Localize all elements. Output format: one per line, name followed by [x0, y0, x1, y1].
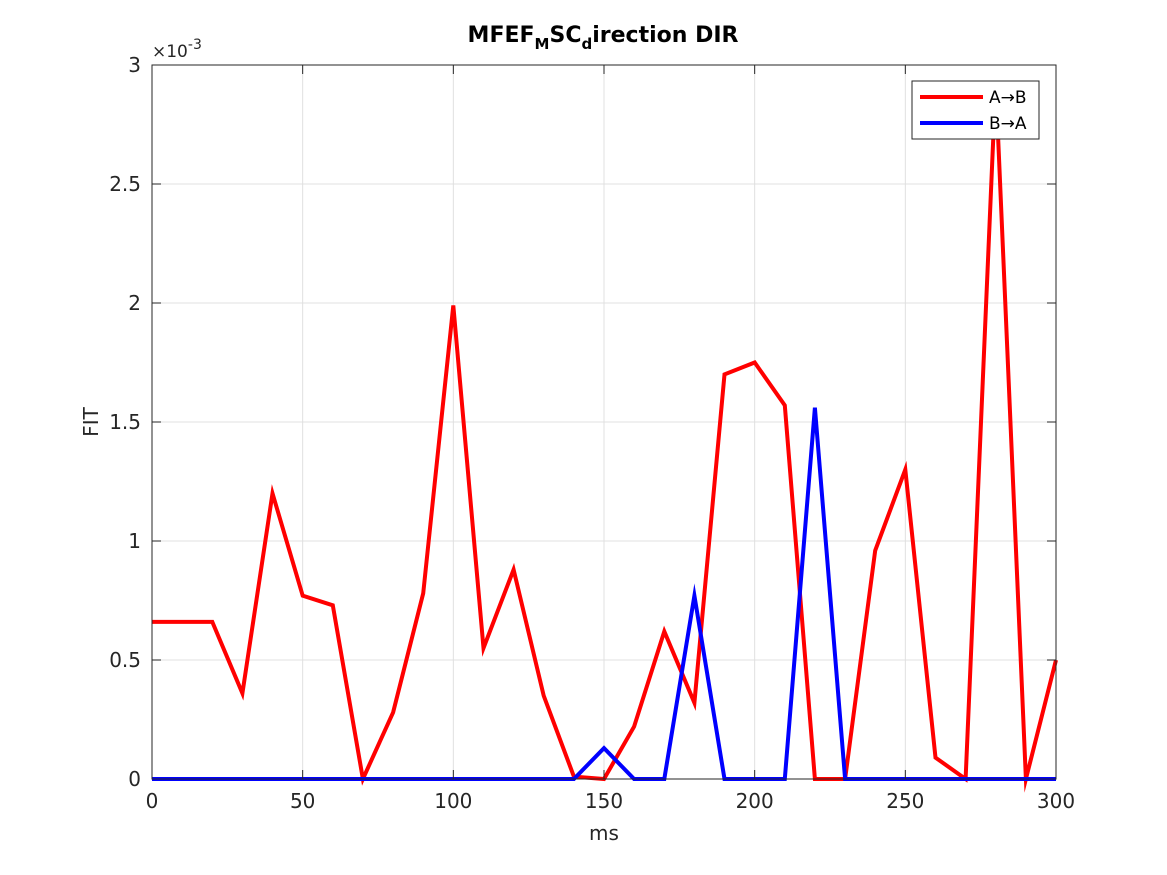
y-tick-label: 2	[128, 291, 141, 315]
x-axis-label: ms	[589, 821, 619, 845]
x-tick-label: 50	[290, 789, 315, 813]
legend-label-b-to-a: B→A	[989, 114, 1027, 134]
x-tick-label: 150	[585, 789, 623, 813]
legend-box	[911, 80, 1040, 140]
y-tick-label: 3	[128, 53, 141, 77]
x-tick-label: 300	[1037, 789, 1075, 813]
y-axis-multiplier-exponent: -3	[188, 37, 202, 53]
y-tick-label: 2.5	[109, 172, 141, 196]
x-tick-label: 100	[434, 789, 472, 813]
y-tick-label: 0.5	[109, 648, 141, 672]
legend-label-a-to-b: A→B	[989, 88, 1027, 108]
y-axis: 0 0.5 1 1.5 2 2.5 3	[109, 53, 1056, 791]
legend: A→B B→A	[911, 80, 1040, 140]
x-tick-label: 0	[146, 789, 159, 813]
y-tick-label: 0	[128, 767, 141, 791]
x-axis: 0 50 100 150 200 250 300	[146, 65, 1075, 813]
x-tick-label: 250	[886, 789, 924, 813]
y-axis-label: FIT	[79, 406, 103, 436]
x-tick-label: 200	[736, 789, 774, 813]
y-axis-multiplier: ×10-3	[152, 37, 202, 62]
y-tick-label: 1.5	[109, 410, 141, 434]
chart-title: MFEFMSCdirection DIR	[468, 23, 739, 53]
y-tick-label: 1	[128, 529, 141, 553]
